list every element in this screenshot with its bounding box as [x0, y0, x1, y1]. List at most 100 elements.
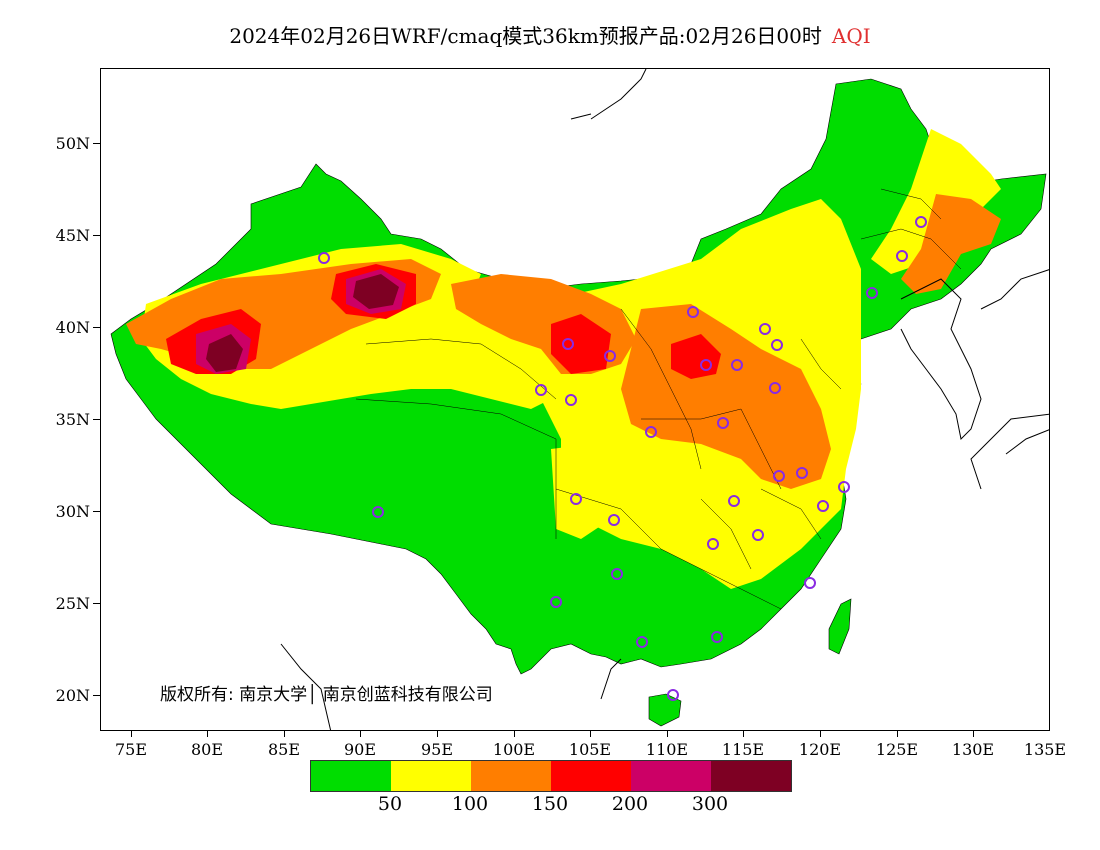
- copyright-text: 版权所有: 南京大学│ 南京创蓝科技有限公司: [160, 685, 493, 705]
- legend-swatch-very-unhealthy: [631, 761, 711, 791]
- lon-tick: [207, 731, 208, 737]
- red-region-central: [551, 314, 611, 374]
- city-marker: [535, 384, 547, 396]
- city-marker: [915, 216, 927, 228]
- lon-label: 75E: [114, 740, 148, 759]
- city-marker: [771, 339, 783, 351]
- map-plot-area: [100, 68, 1050, 731]
- city-marker: [731, 359, 743, 371]
- legend-threshold-label: 100: [451, 793, 489, 815]
- lat-label: 20N: [55, 686, 90, 705]
- taiwan-island: [828, 598, 852, 655]
- lon-tick: [360, 731, 361, 737]
- lat-tick: [93, 235, 100, 236]
- lon-label: 85E: [267, 740, 301, 759]
- city-marker: [728, 495, 740, 507]
- city-marker: [687, 306, 699, 318]
- city-marker: [645, 426, 657, 438]
- city-marker: [796, 467, 808, 479]
- map-title: 2024年02月26日WRF/cmaq模式36km预报产品:02月26日00时 A…: [0, 20, 1100, 49]
- yellow-region-sichuan: [551, 444, 621, 539]
- lat-label: 35N: [55, 410, 90, 429]
- city-marker: [769, 382, 781, 394]
- lon-label: 120E: [798, 740, 842, 759]
- lon-tick: [743, 731, 744, 737]
- lat-tick: [93, 695, 100, 696]
- city-marker: [717, 417, 729, 429]
- legend-threshold-label: 300: [691, 793, 729, 815]
- legend-colorbar: [310, 760, 792, 792]
- city-marker: [667, 689, 679, 701]
- coastline-japan: [970, 269, 1049, 490]
- lon-tick: [897, 731, 898, 737]
- lat-tick: [93, 511, 100, 512]
- city-marker: [570, 493, 582, 505]
- lon-label: 80E: [190, 740, 224, 759]
- title-main: 2024年02月26日WRF/cmaq模式36km预报产品:02月26日00时: [229, 24, 822, 48]
- lon-tick: [590, 731, 591, 737]
- legend-swatch-moderate: [391, 761, 471, 791]
- legend-swatch-hazardous: [711, 761, 791, 791]
- city-marker: [817, 500, 829, 512]
- red-region-north: [671, 334, 721, 379]
- coastline-korea: [900, 278, 982, 441]
- lon-label: 110E: [645, 740, 689, 759]
- lat-label: 25N: [55, 594, 90, 613]
- city-marker: [707, 538, 719, 550]
- lon-label: 100E: [492, 740, 536, 759]
- lon-tick: [820, 731, 821, 737]
- city-marker: [372, 506, 384, 518]
- coastline-vietnam: [280, 643, 622, 730]
- lat-label: 30N: [55, 502, 90, 521]
- city-marker: [838, 481, 850, 493]
- city-marker: [565, 394, 577, 406]
- city-marker: [608, 514, 620, 526]
- maroon-region-junggar: [353, 274, 399, 309]
- orange-region-northeast: [901, 194, 1001, 294]
- title-variable: AQI: [831, 24, 871, 48]
- lon-tick: [973, 731, 974, 737]
- lon-tick: [514, 731, 515, 737]
- legend-threshold-label: 200: [611, 793, 649, 815]
- lat-label: 50N: [55, 134, 90, 153]
- city-marker: [773, 470, 785, 482]
- lat-tick: [93, 419, 100, 420]
- lat-tick: [93, 603, 100, 604]
- city-marker: [611, 568, 623, 580]
- lat-label: 40N: [55, 318, 90, 337]
- lat-tick: [93, 143, 100, 144]
- aqi-map-svg: [110, 69, 1049, 730]
- city-marker: [804, 577, 816, 589]
- city-marker: [759, 323, 771, 335]
- lat-label: 45N: [55, 226, 90, 245]
- lat-tick: [93, 327, 100, 328]
- lon-tick: [284, 731, 285, 737]
- legend-swatch-good: [311, 761, 391, 791]
- maroon-region-tarim: [206, 334, 243, 372]
- lon-label: 95E: [420, 740, 454, 759]
- coastline-lake-baikal: [570, 69, 647, 120]
- city-marker: [711, 631, 723, 643]
- legend-swatch-unhealthy: [551, 761, 631, 791]
- lon-label: 130E: [951, 740, 995, 759]
- lon-label: 135E: [1023, 740, 1067, 759]
- province-borders: [355, 188, 962, 610]
- lon-tick: [667, 731, 668, 737]
- legend-threshold-label: 50: [377, 793, 403, 815]
- city-marker: [636, 636, 648, 648]
- city-marker: [866, 287, 878, 299]
- lon-tick: [437, 731, 438, 737]
- city-marker: [604, 350, 616, 362]
- legend-threshold-label: 150: [531, 793, 569, 815]
- city-marker: [550, 596, 562, 608]
- lon-label: 105E: [568, 740, 612, 759]
- city-markers: [318, 216, 927, 701]
- legend-swatch-usg: [471, 761, 551, 791]
- lon-label: 115E: [721, 740, 765, 759]
- city-marker: [700, 359, 712, 371]
- lon-label: 125E: [875, 740, 919, 759]
- city-marker: [752, 529, 764, 541]
- lon-label: 90E: [343, 740, 377, 759]
- hainan-island: [648, 693, 682, 727]
- city-marker: [318, 252, 330, 264]
